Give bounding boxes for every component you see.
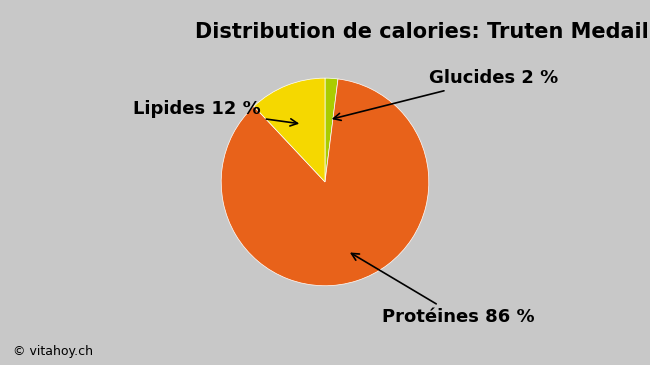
Wedge shape [325,78,338,182]
Text: Protéines 86 %: Protéines 86 % [352,253,535,326]
Wedge shape [221,79,429,286]
Text: Lipides 12 %: Lipides 12 % [133,100,298,126]
Text: © vitahoy.ch: © vitahoy.ch [13,345,93,358]
Wedge shape [254,78,325,182]
Text: Glucides 2 %: Glucides 2 % [333,69,558,120]
Text: Distribution de calories: Truten Medaillon (Migros): Distribution de calories: Truten Medaill… [195,22,650,42]
